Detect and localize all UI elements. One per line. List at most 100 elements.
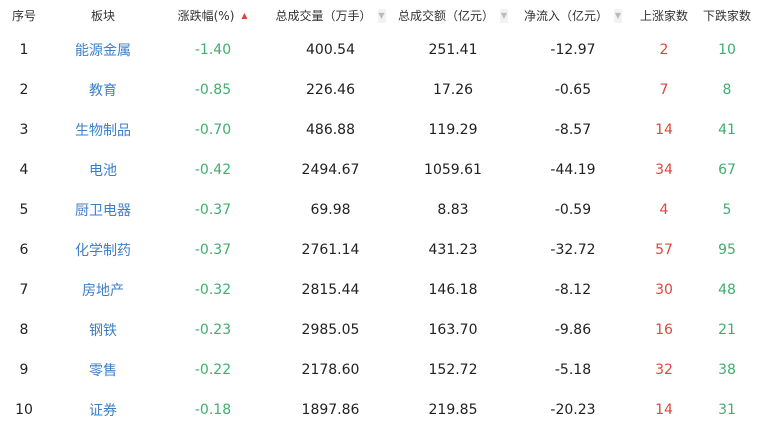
cell-rank: 6 — [19, 242, 29, 258]
cell-change: -0.18 — [194, 402, 232, 418]
cell-volume: 1897.86 — [301, 402, 360, 418]
header-down: 下跌家数 — [702, 8, 751, 23]
header-volume[interactable]: 总成交量（万手） ▼ — [275, 8, 386, 23]
header-sector: 板块 — [90, 8, 115, 23]
header-rank: 序号 — [11, 8, 36, 23]
cell-inflow: -0.65 — [554, 82, 592, 98]
sort-icon[interactable]: ▼ — [500, 9, 508, 23]
cell-volume: 2761.14 — [301, 242, 360, 258]
cell-volume: 2494.67 — [301, 162, 360, 178]
cell-down: 95 — [718, 242, 736, 258]
sector-link[interactable]: 能源金属 — [75, 43, 131, 59]
cell-amount: 146.18 — [428, 282, 478, 298]
cell-rank: 4 — [19, 162, 29, 178]
table-row[interactable]: 7 房地产 -0.32 2815.44 146.18 -8.12 30 48 — [0, 270, 759, 310]
cell-change: -0.32 — [194, 282, 232, 298]
sort-icon[interactable]: ▼ — [614, 9, 622, 23]
cell-up: 34 — [655, 162, 673, 178]
cell-amount: 163.70 — [428, 322, 478, 338]
table-row[interactable]: 9 零售 -0.22 2178.60 152.72 -5.18 32 38 — [0, 350, 759, 390]
table-row[interactable]: 3 生物制品 -0.70 486.88 119.29 -8.57 14 41 — [0, 110, 759, 150]
cell-amount: 17.26 — [432, 82, 474, 98]
cell-volume: 2178.60 — [301, 362, 360, 378]
cell-change: -0.70 — [194, 122, 232, 138]
cell-up: 14 — [655, 402, 673, 418]
sector-link[interactable]: 零售 — [89, 363, 117, 379]
cell-rank: 5 — [19, 202, 29, 218]
cell-down: 8 — [722, 82, 732, 98]
header-amount[interactable]: 总成交额（亿元） ▼ — [397, 8, 508, 23]
cell-amount: 219.85 — [428, 402, 478, 418]
cell-change: -0.42 — [194, 162, 232, 178]
cell-change: -0.85 — [194, 82, 232, 98]
cell-inflow: -44.19 — [550, 162, 596, 178]
cell-rank: 3 — [19, 122, 29, 138]
cell-rank: 7 — [19, 282, 29, 298]
table-row[interactable]: 4 电池 -0.42 2494.67 1059.61 -44.19 34 67 — [0, 150, 759, 190]
sector-link[interactable]: 钢铁 — [89, 323, 117, 339]
cell-up: 7 — [659, 82, 669, 98]
header-change[interactable]: 涨跌幅(%) ▲ — [177, 8, 248, 23]
sort-icon[interactable]: ▼ — [377, 9, 386, 23]
table-row[interactable]: 8 钢铁 -0.23 2985.05 163.70 -9.86 16 21 — [0, 310, 759, 350]
sort-asc-icon[interactable]: ▲ — [241, 11, 248, 20]
cell-inflow: -5.18 — [554, 362, 592, 378]
cell-amount: 152.72 — [428, 362, 478, 378]
header-up: 上涨家数 — [639, 8, 688, 23]
cell-down: 48 — [718, 282, 736, 298]
header-row: 序号 板块 涨跌幅(%) ▲ 总成交量（万手） ▼ 总成交额（亿元） ▼ 净流入（亿元… — [0, 0, 759, 30]
table-row[interactable]: 10 证券 -0.18 1897.86 219.85 -20.23 14 31 — [0, 390, 759, 430]
cell-down: 5 — [722, 202, 732, 218]
cell-up: 16 — [655, 322, 673, 338]
cell-rank: 10 — [15, 402, 33, 418]
cell-inflow: -8.57 — [554, 122, 592, 138]
table-row[interactable]: 5 厨卫电器 -0.37 69.98 8.83 -0.59 4 5 — [0, 190, 759, 230]
cell-down: 41 — [718, 122, 736, 138]
sector-link[interactable]: 厨卫电器 — [75, 203, 131, 219]
cell-volume: 486.88 — [306, 122, 355, 138]
cell-volume: 69.98 — [310, 202, 351, 218]
cell-volume: 226.46 — [306, 82, 355, 98]
sector-link[interactable]: 生物制品 — [75, 123, 131, 139]
cell-inflow: -9.86 — [554, 322, 592, 338]
sector-link[interactable]: 教育 — [89, 83, 117, 99]
sector-link[interactable]: 电池 — [89, 163, 117, 179]
cell-inflow: -20.23 — [550, 402, 596, 418]
cell-volume: 2815.44 — [301, 282, 360, 298]
cell-rank: 1 — [19, 42, 29, 58]
cell-volume: 400.54 — [306, 42, 355, 58]
cell-up: 4 — [659, 202, 669, 218]
cell-down: 31 — [718, 402, 736, 418]
cell-down: 10 — [718, 42, 736, 58]
sector-link[interactable]: 房地产 — [82, 283, 124, 299]
cell-change: -1.40 — [194, 42, 232, 58]
cell-up: 2 — [659, 42, 669, 58]
sector-link[interactable]: 证券 — [89, 403, 117, 419]
cell-inflow: -32.72 — [550, 242, 596, 258]
cell-inflow: -12.97 — [550, 42, 596, 58]
cell-down: 38 — [718, 362, 736, 378]
cell-inflow: -8.12 — [554, 282, 592, 298]
table-row[interactable]: 2 教育 -0.85 226.46 17.26 -0.65 7 8 — [0, 70, 759, 110]
cell-down: 67 — [718, 162, 736, 178]
cell-rank: 9 — [19, 362, 29, 378]
cell-up: 57 — [655, 242, 673, 258]
header-inflow[interactable]: 净流入（亿元） ▼ — [523, 8, 622, 23]
cell-rank: 8 — [19, 322, 29, 338]
cell-change: -0.37 — [194, 202, 232, 218]
table-row[interactable]: 6 化学制药 -0.37 2761.14 431.23 -32.72 57 95 — [0, 230, 759, 270]
cell-amount: 119.29 — [428, 122, 478, 138]
cell-up: 30 — [655, 282, 673, 298]
sector-link[interactable]: 化学制药 — [75, 243, 131, 259]
cell-amount: 8.83 — [437, 202, 469, 218]
cell-up: 32 — [655, 362, 673, 378]
table-row[interactable]: 1 能源金属 -1.40 400.54 251.41 -12.97 2 10 — [0, 30, 759, 70]
cell-amount: 1059.61 — [424, 162, 482, 178]
cell-change: -0.22 — [194, 362, 232, 378]
cell-volume: 2985.05 — [301, 322, 360, 338]
cell-inflow: -0.59 — [554, 202, 592, 218]
cell-up: 14 — [655, 122, 673, 138]
cell-change: -0.37 — [194, 242, 232, 258]
cell-down: 21 — [718, 322, 736, 338]
